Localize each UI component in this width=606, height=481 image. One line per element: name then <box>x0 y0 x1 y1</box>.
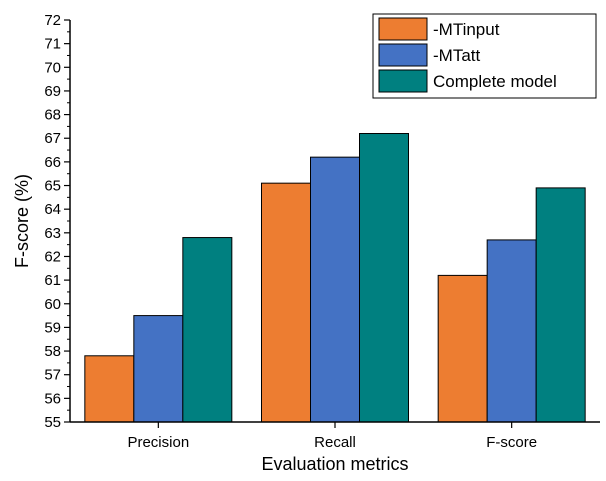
bar-mtinput-precision <box>84 355 135 423</box>
y-tick-label: 56 <box>44 390 61 407</box>
y-tick-label: 62 <box>44 248 61 265</box>
y-tick-label: 67 <box>44 130 61 147</box>
legend-items: -MTinput -MTatt Complete model <box>378 17 557 93</box>
bar-complete-model-precision <box>182 237 233 423</box>
x-tick-label: F-score <box>486 434 537 451</box>
y-tick-label: 70 <box>44 59 61 76</box>
y-tick-label: 57 <box>44 367 61 384</box>
y-tick-label: 63 <box>44 225 61 242</box>
bar-complete-model-recall <box>359 133 409 423</box>
bar-complete-model-f-score <box>535 187 586 423</box>
bars-layer <box>84 133 586 423</box>
x-tick-label: Recall <box>314 434 356 451</box>
y-tick-label: 69 <box>44 83 61 100</box>
legend-swatch <box>378 69 428 93</box>
x-tick-label: Precision <box>127 434 189 451</box>
x-axis-title: Evaluation metrics <box>261 454 408 474</box>
legend-label: -MTatt <box>433 46 481 65</box>
y-tick-label: 58 <box>44 343 61 360</box>
bar-mtinput-f-score <box>437 274 488 423</box>
y-ticks: 55 56 57 58 59 60 61 62 63 64 65 66 67 68 69 70 71 72 <box>44 12 70 431</box>
bar-mtatt-f-score <box>486 239 537 423</box>
bar-mtatt-precision <box>133 315 184 423</box>
legend-swatch <box>378 43 428 67</box>
x-ticks: Precision Recall F-score <box>127 422 537 451</box>
legend: -MTinput -MTatt Complete model <box>372 13 597 99</box>
y-tick-label: 66 <box>44 154 61 171</box>
legend-label: Complete model <box>433 72 557 91</box>
y-axis-title: F-score (%) <box>12 174 32 268</box>
y-tick-label: 59 <box>44 319 61 336</box>
y-tick-label: 68 <box>44 107 61 124</box>
y-tick-label: 61 <box>44 272 61 289</box>
y-tick-label: 65 <box>44 178 61 195</box>
y-tick-label: 64 <box>44 201 61 218</box>
legend-swatch <box>378 17 428 41</box>
bar-mtatt-recall <box>310 156 360 423</box>
y-tick-label: 60 <box>44 296 61 313</box>
y-tick-label: 72 <box>44 12 61 29</box>
y-tick-label: 71 <box>44 36 61 53</box>
legend-label: -MTinput <box>433 20 500 39</box>
bar-mtinput-recall <box>261 182 311 423</box>
y-tick-label: 55 <box>44 414 61 431</box>
